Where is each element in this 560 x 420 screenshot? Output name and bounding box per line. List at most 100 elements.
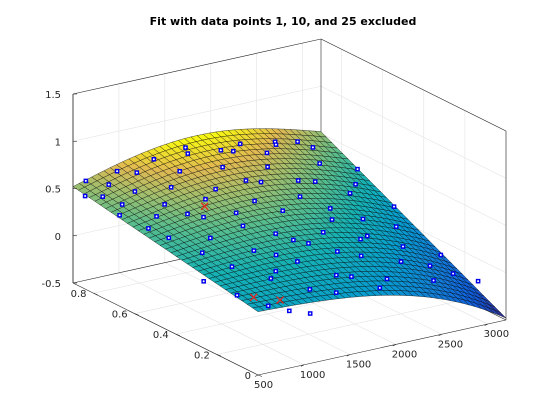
data-point-center: [219, 149, 222, 152]
data-point-center: [266, 165, 269, 168]
data-point-center: [361, 218, 364, 221]
data-point-center: [236, 294, 239, 297]
x-tick: [346, 354, 350, 357]
data-point-center: [147, 227, 150, 230]
data-point-center: [356, 168, 359, 171]
z-tick-label: 0: [55, 232, 61, 243]
data-point-center: [477, 280, 480, 283]
data-point-center: [274, 143, 277, 146]
data-point-center: [267, 304, 270, 307]
x-tick-label: 2000: [392, 349, 417, 360]
data-point-center: [184, 146, 187, 149]
data-point-center: [152, 158, 155, 161]
data-point-center: [269, 277, 272, 280]
x-tick-label: 1000: [300, 370, 325, 381]
data-point-center: [402, 245, 404, 248]
data-point-center: [265, 151, 268, 154]
data-point-center: [331, 218, 334, 221]
data-point-center: [322, 231, 325, 234]
data-point-center: [349, 192, 352, 195]
data-point-center: [297, 179, 300, 182]
data-point-center: [107, 183, 110, 186]
backwall-grid-z: [72, 85, 322, 142]
x-tick-label: 1500: [346, 360, 371, 371]
data-point-center: [202, 216, 205, 219]
data-point-center: [201, 251, 204, 254]
data-point-center: [135, 171, 138, 174]
z-tick-label: 1: [55, 137, 61, 148]
data-point-center: [288, 309, 291, 312]
data-point-center: [186, 152, 189, 155]
data-point-center: [274, 140, 277, 143]
data-points: [82, 139, 481, 316]
data-point-center: [378, 286, 381, 289]
data-point-center: [385, 277, 388, 280]
data-point-center: [307, 242, 310, 245]
data-point-center: [167, 236, 170, 239]
x-tick: [484, 323, 488, 326]
x-tick: [300, 364, 305, 367]
box-edge: [320, 38, 507, 132]
data-point-center: [314, 180, 317, 183]
data-point-center: [244, 179, 247, 182]
tick-labels: 500 1000 1500 2000 2500 3000 0 0.2 0.4 0.6 0.8 -0.5…: [41, 90, 509, 391]
data-point-center: [336, 250, 339, 253]
data-point-center: [400, 260, 403, 263]
data-point-center: [318, 162, 321, 165]
data-point-center: [253, 199, 256, 202]
data-point-center: [101, 195, 104, 198]
data-point-center: [214, 188, 217, 191]
y-tick: [257, 374, 263, 377]
data-point-center: [84, 195, 87, 198]
x-tick-label: 2500: [438, 339, 463, 350]
data-point-center: [359, 238, 362, 241]
data-point-center: [178, 170, 181, 173]
y-tick-label: 0.6: [112, 310, 128, 321]
surface-patch: [252, 306, 265, 312]
data-point-center: [329, 207, 332, 210]
floor-grid-y: [216, 299, 465, 355]
z-tick-label: -0.5: [41, 279, 61, 290]
z-tick-label: 1.5: [45, 90, 61, 101]
data-point-center: [232, 150, 235, 153]
data-point-center: [252, 249, 255, 252]
y-tick: [216, 354, 221, 357]
x-tick: [392, 344, 396, 347]
data-point-center: [163, 203, 166, 206]
data-point-center: [209, 236, 212, 239]
data-point-center: [239, 142, 242, 145]
data-point-center: [296, 140, 299, 143]
data-point-center: [235, 211, 238, 214]
excluded-point: [276, 296, 285, 304]
data-point-center: [335, 291, 338, 294]
data-point-center: [428, 264, 431, 267]
sidewall-grid-z: [320, 85, 507, 179]
data-point-center: [335, 274, 338, 277]
data-point-center: [366, 235, 369, 238]
excluded-point: [249, 293, 258, 302]
data-point-center: [202, 280, 205, 283]
chart-title: Fit with data points 1, 10, and 25 exclu…: [150, 15, 417, 28]
data-point-center: [274, 270, 277, 273]
data-point-center: [308, 288, 311, 291]
data-point-center: [299, 195, 301, 198]
data-point-center: [432, 279, 435, 282]
data-point-center: [292, 238, 295, 241]
data-point-center: [395, 225, 398, 228]
z-tick-label: 0.5: [45, 185, 61, 196]
data-point-center: [393, 205, 396, 208]
x-axis-line: [257, 319, 507, 376]
data-point-center: [452, 272, 455, 275]
data-point-center: [186, 212, 189, 215]
data-point-center: [309, 312, 312, 315]
y-tick-label: 0.8: [71, 289, 87, 300]
data-point-center: [221, 166, 224, 169]
data-point-center: [155, 215, 158, 218]
x-tick: [438, 333, 442, 337]
sidewall-grid-z: [320, 133, 507, 226]
data-point-center: [354, 183, 357, 186]
data-point-center: [296, 260, 299, 263]
data-point-center: [118, 214, 121, 217]
data-point-center: [260, 181, 263, 184]
